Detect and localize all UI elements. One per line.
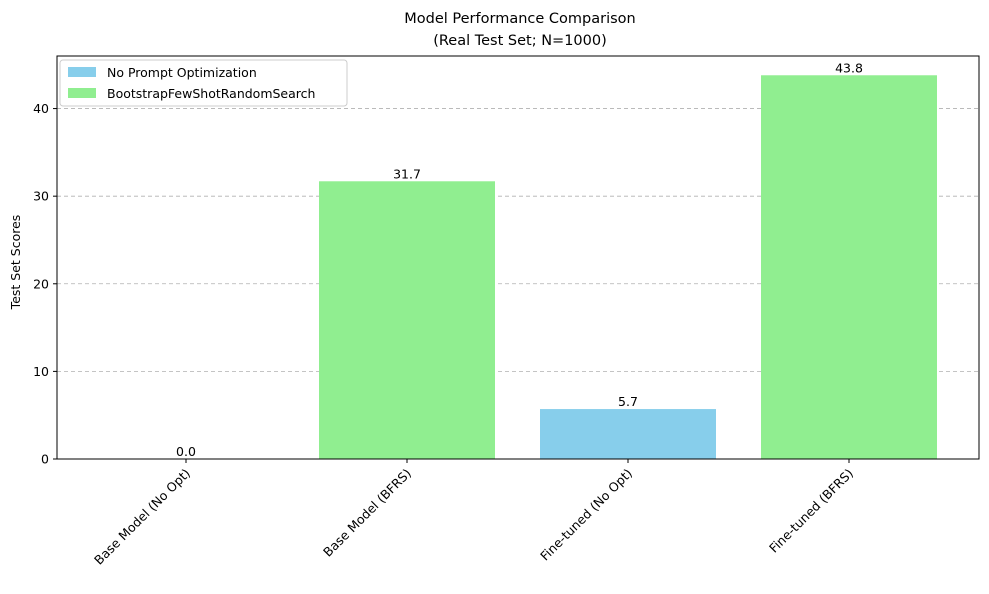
plot-frame bbox=[56, 55, 980, 460]
bars bbox=[319, 75, 937, 459]
bar-value-label-0: 0.0 bbox=[176, 444, 196, 459]
chart-title: Model Performance Comparison bbox=[404, 11, 635, 27]
chart-subtitle: (Real Test Set; N=1000) bbox=[433, 33, 607, 49]
legend-swatch-bfrs bbox=[68, 88, 96, 98]
y-axis-ticks: 0 10 20 30 40 bbox=[33, 101, 57, 467]
legend-label-bfrs: BootstrapFewShotRandomSearch bbox=[107, 86, 315, 101]
legend: No Prompt Optimization BootstrapFewShotR… bbox=[59, 59, 348, 107]
legend-label-no-opt: No Prompt Optimization bbox=[107, 65, 257, 80]
y-axis-label: Test Set Scores bbox=[8, 215, 23, 311]
bar-value-label-1: 31.7 bbox=[393, 166, 421, 181]
y-tick-label-3: 30 bbox=[33, 189, 49, 204]
bar-2 bbox=[540, 409, 716, 459]
y-tick-label-4: 40 bbox=[33, 101, 49, 116]
y-tick-label-1: 10 bbox=[33, 364, 49, 379]
bar-value-labels: 0.0 31.7 5.7 43.8 bbox=[176, 60, 863, 459]
bar-3 bbox=[761, 75, 937, 459]
bar-value-label-3: 43.8 bbox=[835, 60, 863, 75]
y-tick-label-0: 0 bbox=[41, 452, 49, 467]
y-tick-label-2: 20 bbox=[33, 276, 49, 291]
bar-1 bbox=[319, 181, 495, 459]
bar-value-label-2: 5.7 bbox=[618, 394, 638, 409]
legend-box bbox=[59, 59, 348, 107]
legend-swatch-no-opt bbox=[68, 67, 96, 77]
